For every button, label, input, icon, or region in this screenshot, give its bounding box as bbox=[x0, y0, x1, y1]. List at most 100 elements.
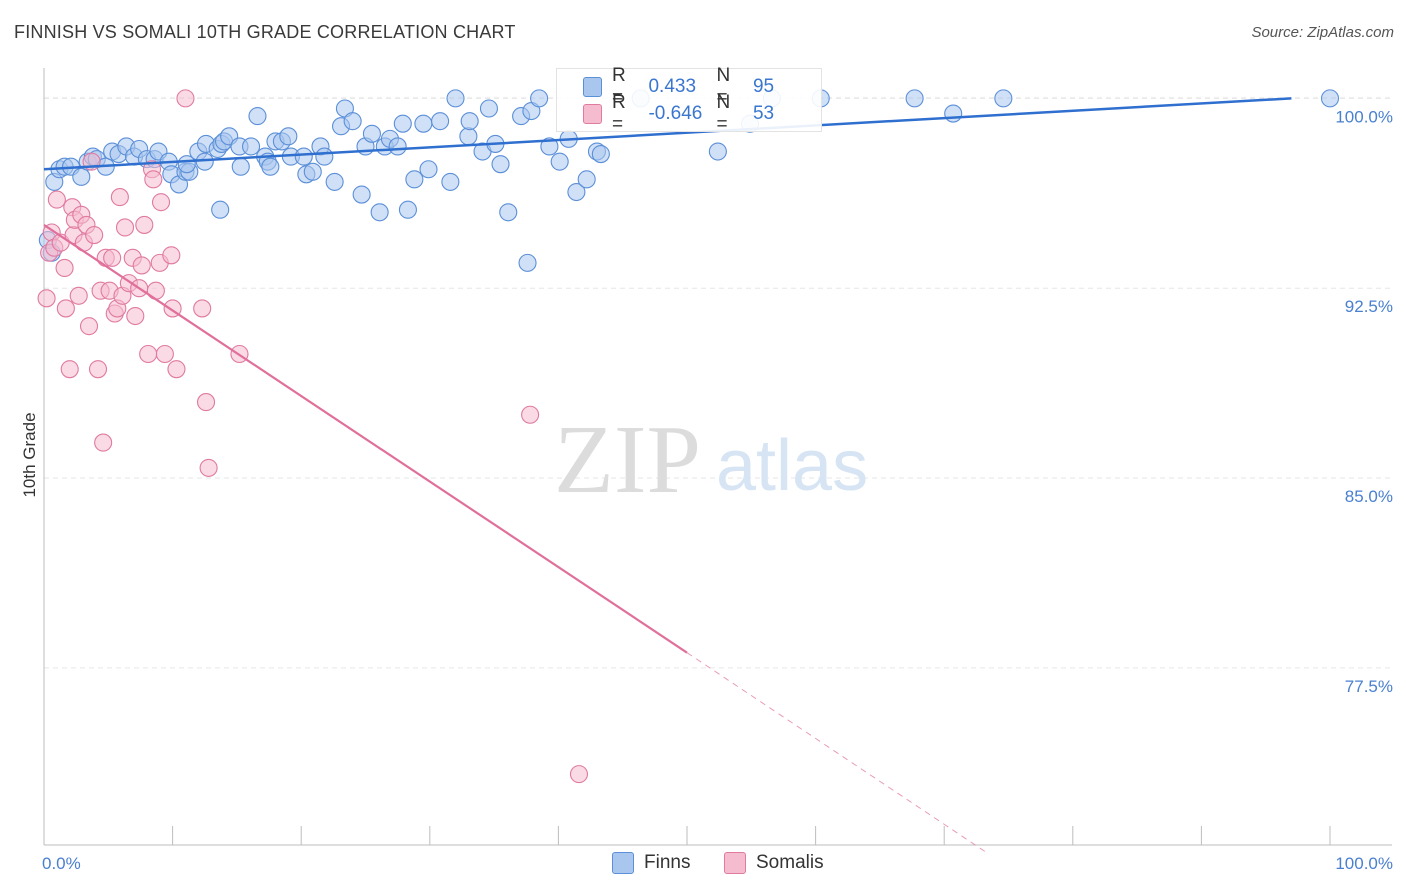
r-label: R = bbox=[612, 65, 626, 108]
somalis-point bbox=[167, 360, 186, 379]
axes bbox=[43, 68, 1392, 846]
somalis-point bbox=[144, 170, 163, 189]
r-label: R = bbox=[612, 92, 626, 135]
finns-point bbox=[499, 203, 518, 222]
finns-point bbox=[343, 112, 362, 131]
finns-point bbox=[530, 89, 549, 108]
finns-n-value: 95 bbox=[752, 76, 775, 97]
somalis-point bbox=[55, 258, 74, 277]
finns-point bbox=[231, 157, 250, 176]
finns-swatch bbox=[583, 77, 603, 97]
somalis-point bbox=[69, 286, 88, 305]
somalis-legend-swatch bbox=[724, 852, 746, 874]
somalis-point bbox=[199, 458, 218, 477]
somalis-point bbox=[155, 344, 174, 364]
finns-point bbox=[460, 112, 479, 131]
correlation-legend: R = 0.433 N = 95 R = -0.646 N = 53 bbox=[556, 65, 822, 135]
somalis-point bbox=[103, 248, 122, 267]
somalis-point bbox=[37, 289, 56, 308]
x-tick-label-min: 0.0% bbox=[42, 854, 81, 873]
n-label: N = bbox=[716, 65, 731, 108]
watermark-zip: ZIP bbox=[554, 406, 701, 514]
finns-point bbox=[905, 89, 924, 108]
y-tick-label: 100.0% bbox=[1335, 107, 1393, 126]
finns-point bbox=[315, 147, 334, 166]
finns-point bbox=[72, 167, 91, 186]
somalis-point bbox=[193, 299, 212, 318]
finns-point bbox=[279, 127, 298, 146]
finns-point bbox=[248, 107, 267, 126]
finns-point bbox=[708, 142, 727, 161]
watermark-atlas: atlas bbox=[716, 426, 868, 506]
somalis-point bbox=[569, 765, 589, 784]
finns-point bbox=[388, 137, 407, 156]
chart-source: Source: ZipAtlas.com bbox=[1251, 24, 1394, 41]
finns-point bbox=[419, 160, 438, 179]
n-label: N = bbox=[716, 92, 731, 135]
finns-point bbox=[518, 253, 537, 272]
somalis-point bbox=[176, 89, 195, 108]
tick-labels: 100.0% 92.5% 85.0% 77.5% 0.0% 100.0% bbox=[42, 107, 1393, 873]
finns-point bbox=[944, 104, 963, 123]
finns-point bbox=[241, 137, 261, 156]
finns-point bbox=[479, 99, 499, 118]
y-tick-label: 85.0% bbox=[1345, 487, 1393, 506]
finns-r-value: 0.433 bbox=[648, 76, 697, 97]
somalis-trend-extrapolation bbox=[686, 652, 987, 854]
y-tick-label: 92.5% bbox=[1345, 297, 1393, 316]
finns-point bbox=[540, 137, 559, 156]
finns-point bbox=[994, 89, 1013, 108]
somalis-point bbox=[139, 344, 158, 364]
gridlines bbox=[44, 96, 1392, 669]
finns-point bbox=[441, 172, 460, 191]
somalis-point bbox=[60, 360, 79, 379]
finns-point bbox=[567, 182, 586, 202]
legend-item-somalis[interactable]: Somalis bbox=[724, 852, 824, 874]
somalis-point bbox=[132, 256, 151, 275]
finns-point bbox=[577, 170, 596, 189]
somalis-point bbox=[115, 218, 135, 237]
somalis-trend-line bbox=[43, 224, 688, 654]
somalis-point bbox=[110, 188, 129, 207]
finns-point bbox=[405, 170, 424, 189]
finns-point bbox=[352, 185, 371, 204]
finns-legend-swatch bbox=[612, 852, 634, 874]
finns-point bbox=[362, 124, 381, 143]
finns-point bbox=[446, 89, 465, 108]
chart-title: FINNISH VS SOMALI 10TH GRADE CORRELATION… bbox=[14, 22, 516, 42]
finns-point bbox=[431, 112, 450, 131]
legend-row-somalis: R = -0.646 N = 53 bbox=[583, 92, 821, 135]
y-axis-label: 10th Grade bbox=[20, 412, 39, 498]
somalis-point bbox=[88, 360, 108, 379]
trend-lines bbox=[43, 97, 1292, 854]
somalis-point bbox=[196, 393, 216, 412]
somalis-point bbox=[79, 317, 99, 336]
finns-point bbox=[370, 203, 389, 222]
y-tick-label: 77.5% bbox=[1345, 677, 1393, 696]
somalis-point bbox=[162, 246, 181, 265]
somalis-point bbox=[85, 225, 104, 245]
legend-item-finns[interactable]: Finns bbox=[612, 852, 690, 874]
data-points bbox=[37, 89, 1340, 784]
somalis-point bbox=[521, 405, 540, 424]
somalis-point bbox=[56, 299, 75, 318]
finns-point bbox=[393, 114, 412, 133]
finns-point bbox=[211, 200, 230, 219]
finns-point bbox=[325, 172, 344, 191]
somalis-point bbox=[47, 190, 66, 209]
somalis-point bbox=[94, 433, 113, 452]
finns-point bbox=[294, 147, 313, 166]
somalis-r-value: -0.646 bbox=[648, 103, 703, 124]
series-legend: Finns Somalis bbox=[0, 852, 1406, 878]
somalis-swatch bbox=[583, 104, 603, 124]
finns-point bbox=[303, 162, 322, 181]
somalis-legend-label: Somalis bbox=[756, 852, 824, 873]
somalis-point bbox=[135, 215, 154, 234]
somalis-point bbox=[126, 306, 145, 326]
finns-legend-label: Finns bbox=[644, 852, 691, 873]
x-tick-label-max: 100.0% bbox=[1335, 854, 1393, 873]
somalis-point bbox=[151, 193, 171, 212]
finns-point bbox=[1320, 89, 1340, 108]
finns-point bbox=[261, 157, 280, 176]
